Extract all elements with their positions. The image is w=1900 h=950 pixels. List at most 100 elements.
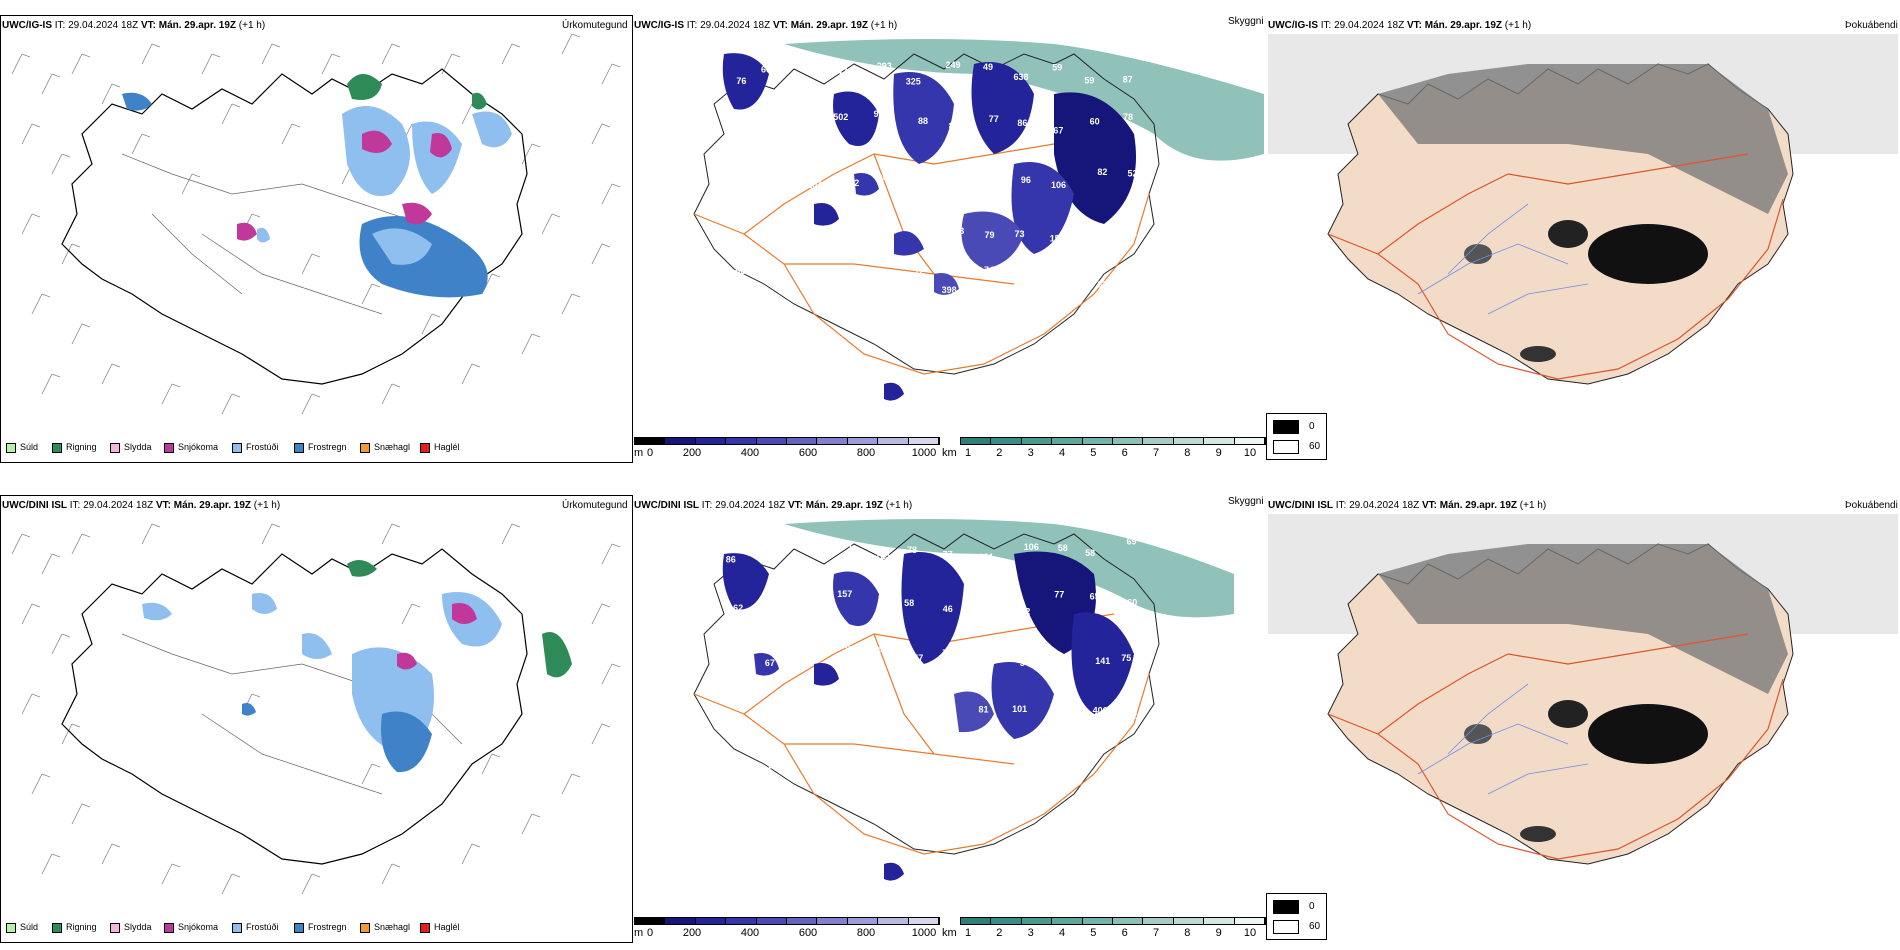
lead-time: (+1 h): [870, 20, 898, 31]
precip-map-svg: [11, 34, 621, 415]
fog-label-60: 60: [1309, 921, 1321, 932]
visibility-number: 78: [907, 545, 917, 555]
vt-value: Mán. 29.apr. 19Z: [790, 20, 869, 31]
visibility-number: 73: [797, 653, 807, 663]
iceland-outline: [61, 548, 528, 865]
fog-title: Þokuábendi: [1845, 500, 1898, 511]
ceiling-tick: 0: [646, 447, 654, 459]
rivers: [1417, 683, 1589, 795]
legend-swatch: [6, 443, 16, 453]
legend-swatch: [110, 923, 120, 933]
ceiling-color-step: [787, 918, 818, 924]
it-label: IT:: [1335, 500, 1347, 511]
visibility-number: 375: [1084, 233, 1099, 243]
visibility-number: 58: [1085, 548, 1095, 558]
visibility-tick: 9: [1215, 927, 1222, 939]
visibility-tick: 5: [1090, 447, 1097, 459]
it-label: IT:: [1320, 20, 1332, 31]
visibility-number: 80: [880, 217, 890, 227]
visibility-number: 86: [832, 271, 842, 281]
visibility-number: 58: [904, 598, 914, 608]
visibility-unit: km: [942, 927, 957, 939]
visibility-number: 638: [1014, 72, 1029, 82]
fog-label-0: 0: [1309, 901, 1315, 912]
visibility-number: 101: [1017, 265, 1032, 275]
visibility-number: 52: [770, 537, 780, 547]
it-label: IT:: [686, 20, 698, 31]
ceiling-color-step: [665, 438, 696, 444]
visibility-number: 157: [801, 751, 816, 761]
visibility-color-step: [991, 918, 1022, 924]
legend-swatch: [110, 443, 120, 453]
ceiling-color-step: [817, 438, 848, 444]
roads: [1327, 633, 1784, 860]
fog-header: UWC/IG-IS IT: 29.04.2024 18Z VT: Mán. 29…: [1268, 20, 1531, 31]
visibility-number: 59: [731, 649, 741, 659]
visibility-number: 502: [833, 112, 848, 122]
it-value: 29.04.2024 18Z: [715, 500, 786, 511]
visibility-number: 293: [877, 61, 892, 71]
visibility-number: 84: [832, 334, 842, 344]
iceland-outline: [61, 68, 528, 385]
precip-panel-frame: [0, 15, 633, 463]
visibility-color-step: [1082, 438, 1114, 444]
visibility-number: 54: [1020, 658, 1030, 668]
lead-time: (+1 h): [885, 500, 913, 511]
visibility-number: 94: [878, 173, 888, 183]
fog-map-svg: [1268, 34, 1898, 385]
visibility-number: 47: [837, 67, 847, 77]
visibility-number: 77: [989, 114, 999, 124]
fog-label-60: 60: [1309, 441, 1321, 452]
visibility-color-step: [991, 438, 1022, 444]
visibility-number: 67: [1053, 125, 1063, 135]
ceiling-unit: m: [634, 927, 644, 939]
visibility-number: 66: [761, 65, 771, 75]
ceiling-unit: m: [634, 447, 644, 459]
visibility-number: 52: [805, 698, 815, 708]
cloud-header: UWC/IG-IS IT: 29.04.2024 18Z VT: Mán. 29…: [634, 20, 897, 31]
visibility-number: 86: [1017, 118, 1027, 128]
visibility-color-step: [961, 918, 992, 924]
visibility-number: 102: [844, 178, 859, 188]
fog-swatch-60: [1273, 440, 1299, 454]
visibility-number: 78: [840, 641, 850, 651]
ceiling-color-step: [635, 438, 666, 444]
vt-value: Mán. 29.apr. 19Z: [805, 500, 884, 511]
visibility-number: 51: [843, 704, 853, 714]
it-label: IT:: [701, 500, 713, 511]
visibility-color-step: [1052, 918, 1083, 924]
visibility-numbers-row-2: 86 52 36 71 125 78 77 101 106 58 58 69 62 77 62 157 99 58…: [726, 536, 1138, 770]
visibility-number: 101: [979, 552, 994, 562]
vt-label: VT:: [155, 500, 171, 511]
ceiling-color-step: [665, 918, 696, 924]
ceiling-tick: 400: [740, 447, 760, 459]
visibility-number: 157: [837, 589, 852, 599]
visibility-tick: 8: [1184, 927, 1191, 939]
row-2: UWC/DINI ISL IT: 29.04.2024 18Z VT: Mán.…: [0, 480, 1900, 950]
visibility-number: 36: [799, 538, 809, 548]
visibility-number: 82: [1097, 167, 1107, 177]
visibility-number: 63: [763, 176, 773, 186]
visibility-number: 126: [799, 274, 814, 284]
vt-label: VT:: [1421, 500, 1437, 511]
fog-map-svg: [1268, 514, 1898, 865]
legend-swatch: [294, 923, 304, 933]
visibility-color-step: [1204, 438, 1235, 444]
visibility-number: 60: [1090, 117, 1100, 127]
it-label: IT:: [54, 20, 66, 31]
visibility-color-step: [1052, 438, 1083, 444]
visibility-colorbar: [960, 917, 1266, 925]
visibility-number: 74: [984, 265, 994, 275]
precip-areas: [142, 560, 572, 773]
ceiling-color-step: [847, 438, 879, 444]
visibility-number: 87: [1126, 279, 1136, 289]
visibility-number: 52: [1128, 169, 1138, 179]
ceiling-tick: 600: [798, 927, 818, 939]
ceiling-tick: 600: [798, 447, 818, 459]
ceiling-color-step: [878, 438, 909, 444]
it-value: 29.04.2024 18Z: [1349, 500, 1420, 511]
visibility-number: 299: [768, 761, 783, 771]
visibility-color-step: [1143, 918, 1174, 924]
visibility-number: 49: [983, 62, 993, 72]
legend-swatch: [294, 443, 304, 453]
